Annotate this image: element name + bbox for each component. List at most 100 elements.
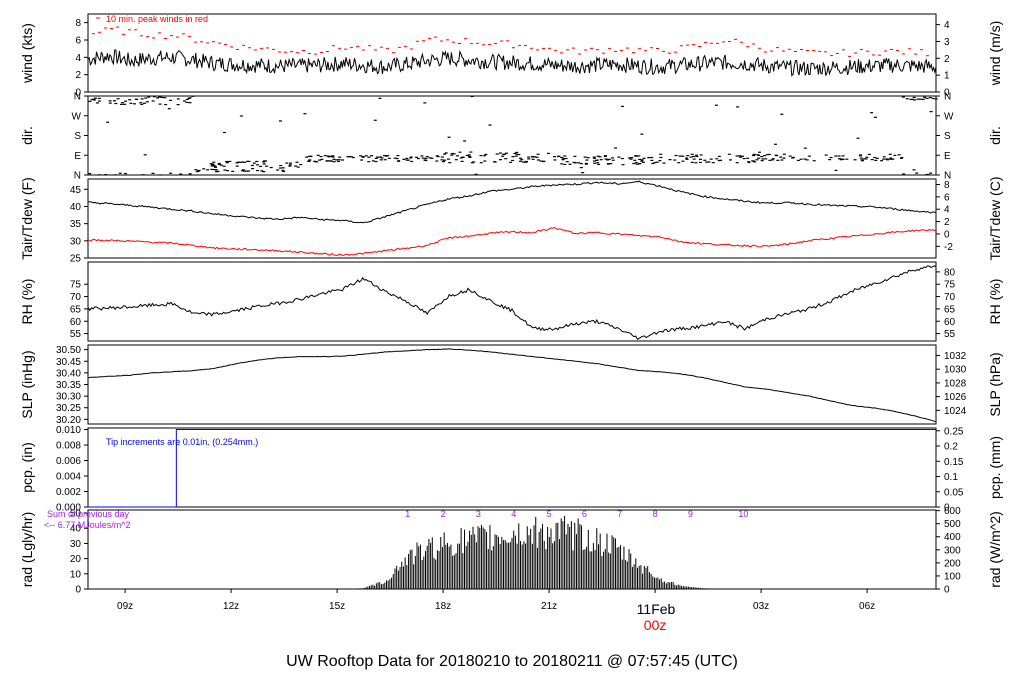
wind-ylabel-left: wind (kts) bbox=[19, 23, 35, 84]
dir-right-tick-label: N bbox=[944, 171, 951, 182]
pcp-right-tick-label: 0.25 bbox=[944, 426, 964, 437]
pcp-ylabel-right: pcp. (mm) bbox=[987, 436, 1003, 499]
date-label: 11Feb bbox=[637, 601, 676, 617]
pcp-left-tick-label: 0.006 bbox=[56, 456, 81, 467]
slp-right-tick-label: 1030 bbox=[944, 365, 967, 376]
temp-right-tick-label: 8 bbox=[944, 180, 950, 191]
dir-right-tick-label: S bbox=[944, 131, 951, 142]
wind-mean-line bbox=[87, 49, 937, 77]
temp-left-tick-label: 40 bbox=[70, 202, 82, 213]
slp-left-tick-label: 30.45 bbox=[56, 357, 81, 368]
dir-left-tick-label: W bbox=[72, 111, 82, 122]
wind-annotation: 10 min. peak winds in red bbox=[106, 14, 208, 24]
slp-left-tick-label: 30.30 bbox=[56, 392, 81, 403]
rad-annotation-1: Sum of previous day bbox=[47, 509, 130, 519]
dir-left-tick-label: E bbox=[74, 151, 81, 162]
wind-right-tick-label: 2 bbox=[944, 54, 950, 65]
slp-right-tick-label: 1032 bbox=[944, 351, 967, 362]
slp-left-tick-label: 30.40 bbox=[56, 368, 81, 379]
rad-right-tick-label: 300 bbox=[944, 545, 961, 556]
rh-right-tick-label: 80 bbox=[944, 267, 956, 278]
rad-annotation-2: <-- 6.77 MJoules/m^2 bbox=[44, 520, 131, 530]
rad-right-tick-label: 500 bbox=[944, 519, 961, 530]
temp-left-tick-label: 30 bbox=[70, 236, 82, 247]
slp-left-tick-label: 30.25 bbox=[56, 403, 81, 414]
slp-ylabel-right: SLP (hPa) bbox=[987, 352, 1003, 416]
tair-line bbox=[87, 180, 936, 224]
pcp-panel-frame bbox=[87, 427, 937, 508]
pcp-left-tick-label: 0.002 bbox=[56, 487, 81, 498]
dir-right-tick-label: E bbox=[944, 151, 951, 162]
x-tick-label: 12z bbox=[223, 601, 239, 612]
rad-right-tick-label: 0 bbox=[944, 585, 950, 596]
wind-right-tick-label: 1 bbox=[944, 71, 950, 82]
rad-right-tick-label: 400 bbox=[944, 532, 961, 543]
rh-right-tick-label: 60 bbox=[944, 317, 956, 328]
rad-left-tick-label: 30 bbox=[70, 539, 82, 550]
wind-left-tick-label: 8 bbox=[75, 18, 81, 29]
rad-left-tick-label: 50 bbox=[70, 509, 82, 520]
rh-left-tick-label: 65 bbox=[70, 304, 82, 315]
rad-left-tick-label: 20 bbox=[70, 554, 82, 565]
pcp-right-tick-label: 0.15 bbox=[944, 457, 964, 468]
rad-hour-marker: 1 bbox=[405, 509, 410, 519]
pcp-annotation: Tip increments are 0.01in. (0.254mm.) bbox=[106, 437, 258, 447]
x-tick-label: 03z bbox=[753, 601, 769, 612]
wind-left-tick-label: 6 bbox=[75, 36, 81, 47]
temp-left-tick-label: 45 bbox=[70, 185, 82, 196]
slp-right-tick-label: 1028 bbox=[944, 378, 967, 389]
pcp-right-tick-label: 0.1 bbox=[944, 472, 958, 483]
slp-left-tick-label: 30.35 bbox=[56, 380, 81, 391]
dir-ylabel-left: dir. bbox=[19, 126, 35, 145]
slp-left-tick-label: 30.20 bbox=[56, 415, 81, 426]
dir-left-tick-label: N bbox=[74, 92, 81, 103]
rad-hour-marker: 5 bbox=[547, 509, 552, 519]
rad-hour-marker: 8 bbox=[653, 509, 658, 519]
temp-right-tick-label: 4 bbox=[944, 205, 950, 216]
temp-right-tick-label: 2 bbox=[944, 217, 950, 228]
x-tick-label: 06z bbox=[859, 601, 875, 612]
x-tick-label: 00z bbox=[644, 617, 667, 633]
dir-panel-frame bbox=[87, 95, 937, 176]
rad-right-tick-label: 200 bbox=[944, 558, 961, 569]
rh-right-tick-label: 55 bbox=[944, 329, 956, 340]
pcp-left-tick-label: 0.000 bbox=[56, 503, 81, 514]
slp-right-tick-label: 1026 bbox=[944, 392, 967, 403]
rh-left-tick-label: 70 bbox=[70, 292, 82, 303]
wind-right-tick-label: 3 bbox=[944, 37, 950, 48]
wind-left-tick-label: 0 bbox=[75, 88, 81, 99]
wind-left-tick-label: 4 bbox=[75, 53, 81, 64]
dir-left-tick-label: N bbox=[74, 171, 81, 182]
pcp-line bbox=[88, 429, 936, 508]
chart-title: UW Rooftop Data for 20180210 to 20180211… bbox=[286, 653, 738, 670]
x-tick-label: 09z bbox=[117, 601, 133, 612]
wind-panel-frame bbox=[87, 13, 937, 93]
dir-right-tick-label: W bbox=[944, 111, 954, 122]
slp-line bbox=[87, 348, 937, 423]
slp-panel-frame bbox=[87, 344, 937, 425]
temp-right-tick-label: 0 bbox=[944, 229, 950, 240]
pcp-right-tick-label: 0.05 bbox=[944, 487, 964, 498]
rh-line bbox=[87, 265, 937, 340]
rh-left-tick-label: 60 bbox=[70, 317, 82, 328]
rad-ylabel-right: rad (W/m^2) bbox=[987, 511, 1003, 588]
temp-right-tick-label: -2 bbox=[944, 242, 953, 253]
temp-right-tick-label: 6 bbox=[944, 192, 950, 203]
wind-ylabel-right: wind (m/s) bbox=[987, 21, 1003, 87]
rad-hour-marker: 6 bbox=[582, 509, 587, 519]
pcp-left-tick-label: 0.008 bbox=[56, 441, 81, 452]
temp-left-tick-label: 35 bbox=[70, 219, 82, 230]
x-tick-label: 15z bbox=[329, 601, 345, 612]
rh-right-tick-label: 65 bbox=[944, 304, 956, 315]
rh-left-tick-label: 55 bbox=[70, 329, 82, 340]
rad-hour-marker: 7 bbox=[617, 509, 622, 519]
rad-hour-marker: 3 bbox=[476, 509, 481, 519]
pcp-left-tick-label: 0.010 bbox=[56, 425, 81, 436]
rh-panel-frame bbox=[87, 261, 937, 342]
dir-ylabel-right: dir. bbox=[987, 126, 1003, 145]
slp-ylabel-left: SLP (inHg) bbox=[19, 350, 35, 418]
wind-right-tick-label: 0 bbox=[944, 88, 950, 99]
rh-ylabel-left: RH (%) bbox=[19, 279, 35, 325]
temp-ylabel-left: Tair/Tdew (F) bbox=[19, 177, 35, 259]
